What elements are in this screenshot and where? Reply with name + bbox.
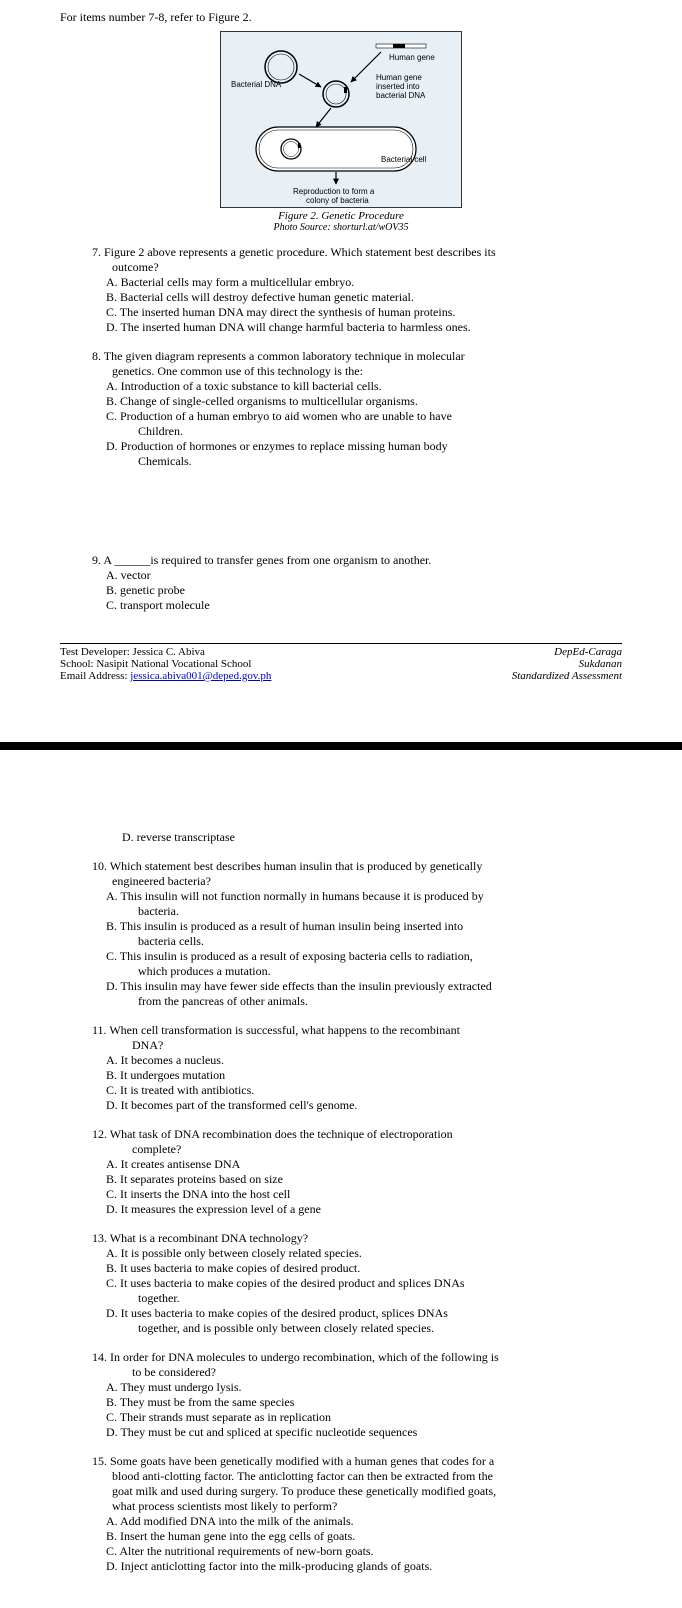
q8-a: A. Introduction of a toxic substance to … xyxy=(60,379,622,394)
q15-stem4: what process scientists most likely to p… xyxy=(60,1499,622,1514)
page-divider xyxy=(0,742,682,750)
q9-a: A. vector xyxy=(60,568,622,583)
q15-d: D. Inject anticlotting factor into the m… xyxy=(60,1559,622,1574)
q12-b: B. It separates proteins based on size xyxy=(60,1172,622,1187)
footer-left: Test Developer: Jessica C. Abiva School:… xyxy=(60,646,271,682)
footer-email-label: Email Address: xyxy=(60,670,130,682)
q7-stem-cont: outcome? xyxy=(60,260,622,275)
q12-a: A. It creates antisense DNA xyxy=(60,1157,622,1172)
q7-stem: 7. Figure 2 above represents a genetic p… xyxy=(60,245,622,260)
label-inserted-3: bacterial DNA xyxy=(376,91,426,100)
footer-school: School: Nasipit National Vocational Scho… xyxy=(60,658,271,670)
footer-email[interactable]: jessica.abiva001@deped.gov.ph xyxy=(130,670,271,682)
q10-d: D. This insulin may have fewer side effe… xyxy=(60,979,622,994)
q12-d: D. It measures the expression level of a… xyxy=(60,1202,622,1217)
q13-c: C. It uses bacteria to make copies of th… xyxy=(60,1276,622,1291)
q15-c: C. Alter the nutritional requirements of… xyxy=(60,1544,622,1559)
question-12: 12. What task of DNA recombination does … xyxy=(60,1127,622,1217)
label-repro-1: Reproduction to form a xyxy=(293,187,375,196)
intro-text: For items number 7-8, refer to Figure 2. xyxy=(60,10,622,25)
q10-stem-cont: engineered bacteria? xyxy=(60,874,622,889)
q10-a: A. This insulin will not function normal… xyxy=(60,889,622,904)
footer-r2: Sukdanan xyxy=(512,658,622,670)
footer-email-line: Email Address: jessica.abiva001@deped.go… xyxy=(60,670,271,682)
q10-stem: 10. Which statement best describes human… xyxy=(60,859,622,874)
label-inserted-2: inserted into xyxy=(376,82,420,91)
q8-d-cont: Chemicals. xyxy=(60,454,622,469)
question-14: 14. In order for DNA molecules to underg… xyxy=(60,1350,622,1440)
page-footer: Test Developer: Jessica C. Abiva School:… xyxy=(60,643,622,682)
label-repro-2: colony of bacteria xyxy=(306,196,369,205)
q7-d: D. The inserted human DNA will change ha… xyxy=(60,320,622,335)
q11-c: C. It is treated with antibiotics. xyxy=(60,1083,622,1098)
q7-a: A. Bacterial cells may form a multicellu… xyxy=(60,275,622,290)
footer-right: DepEd-Caraga Sukdanan Standardized Asses… xyxy=(512,646,622,682)
question-11: 11. When cell transformation is successf… xyxy=(60,1023,622,1113)
q14-a: A. They must undergo lysis. xyxy=(60,1380,622,1395)
label-human-gene: Human gene xyxy=(389,53,435,62)
q9-d-orphan: D. reverse transcriptase xyxy=(60,830,622,845)
page-1: For items number 7-8, refer to Figure 2.… xyxy=(0,0,682,702)
q14-d: D. They must be cut and spliced at speci… xyxy=(60,1425,622,1440)
q11-d: D. It becomes part of the transformed ce… xyxy=(60,1098,622,1113)
q10-b: B. This insulin is produced as a result … xyxy=(60,919,622,934)
question-10: 10. Which statement best describes human… xyxy=(60,859,622,1009)
q13-stem: 13. What is a recombinant DNA technology… xyxy=(60,1231,622,1246)
question-15: 15. Some goats have been genetically mod… xyxy=(60,1454,622,1574)
q9-stem: 9. A ______is required to transfer genes… xyxy=(60,553,622,568)
q12-c: C. It inserts the DNA into the host cell xyxy=(60,1187,622,1202)
q13-d-cont: together, and is possible only between c… xyxy=(60,1321,622,1336)
label-bacterial-cell: Bacterial cell xyxy=(381,155,427,164)
q11-stem: 11. When cell transformation is successf… xyxy=(60,1023,622,1038)
q11-a: A. It becomes a nucleus. xyxy=(60,1053,622,1068)
figure-source: Photo Source: shorturl.at/wOV35 xyxy=(60,222,622,233)
q15-b: B. Insert the human gene into the egg ce… xyxy=(60,1529,622,1544)
q10-c: C. This insulin is produced as a result … xyxy=(60,949,622,964)
q15-stem2: blood anti-clotting factor. The anticlot… xyxy=(60,1469,622,1484)
q13-c-cont: together. xyxy=(60,1291,622,1306)
footer-r3: Standardized Assessment xyxy=(512,670,622,682)
q8-c: C. Production of a human embryo to aid w… xyxy=(60,409,622,424)
q7-b: B. Bacterial cells will destroy defectiv… xyxy=(60,290,622,305)
q13-d: D. It uses bacteria to make copies of th… xyxy=(60,1306,622,1321)
question-7: 7. Figure 2 above represents a genetic p… xyxy=(60,245,622,335)
footer-r1: DepEd-Caraga xyxy=(512,646,622,658)
footer-dev: Test Developer: Jessica C. Abiva xyxy=(60,646,271,658)
q8-stem-cont: genetics. One common use of this technol… xyxy=(60,364,622,379)
q13-b: B. It uses bacteria to make copies of de… xyxy=(60,1261,622,1276)
question-13: 13. What is a recombinant DNA technology… xyxy=(60,1231,622,1336)
figure-caption: Figure 2. Genetic Procedure xyxy=(60,210,622,222)
q14-stem-cont: to be considered? xyxy=(60,1365,622,1380)
q9-b: B. genetic probe xyxy=(60,583,622,598)
q12-stem-cont: complete? xyxy=(60,1142,622,1157)
figure-2-diagram: Human gene Bacterial DNA Human gene inse… xyxy=(220,31,462,208)
q14-b: B. They must be from the same species xyxy=(60,1395,622,1410)
q14-stem: 14. In order for DNA molecules to underg… xyxy=(60,1350,622,1365)
label-bacterial-dna: Bacterial DNA xyxy=(231,80,282,89)
q15-stem1: 15. Some goats have been genetically mod… xyxy=(60,1454,622,1469)
q10-a-cont: bacteria. xyxy=(60,904,622,919)
page-2: D. reverse transcriptase 10. Which state… xyxy=(0,820,682,1608)
q7-c: C. The inserted human DNA may direct the… xyxy=(60,305,622,320)
q9-c: C. transport molecule xyxy=(60,598,622,613)
label-inserted-1: Human gene xyxy=(376,73,422,82)
q15-a: A. Add modified DNA into the milk of the… xyxy=(60,1514,622,1529)
q8-d: D. Production of hormones or enzymes to … xyxy=(60,439,622,454)
q10-b-cont: bacteria cells. xyxy=(60,934,622,949)
q8-stem: 8. The given diagram represents a common… xyxy=(60,349,622,364)
question-9: 9. A ______is required to transfer genes… xyxy=(60,553,622,613)
q8-c-cont: Children. xyxy=(60,424,622,439)
question-8: 8. The given diagram represents a common… xyxy=(60,349,622,469)
q10-c-cont: which produces a mutation. xyxy=(60,964,622,979)
q11-b: B. It undergoes mutation xyxy=(60,1068,622,1083)
q15-stem3: goat milk and used during surgery. To pr… xyxy=(60,1484,622,1499)
q10-d-cont: from the pancreas of other animals. xyxy=(60,994,622,1009)
q8-b: B. Change of single-celled organisms to … xyxy=(60,394,622,409)
q13-a: A. It is possible only between closely r… xyxy=(60,1246,622,1261)
q14-c: C. Their strands must separate as in rep… xyxy=(60,1410,622,1425)
q11-stem-cont: DNA? xyxy=(60,1038,622,1053)
q12-stem: 12. What task of DNA recombination does … xyxy=(60,1127,622,1142)
